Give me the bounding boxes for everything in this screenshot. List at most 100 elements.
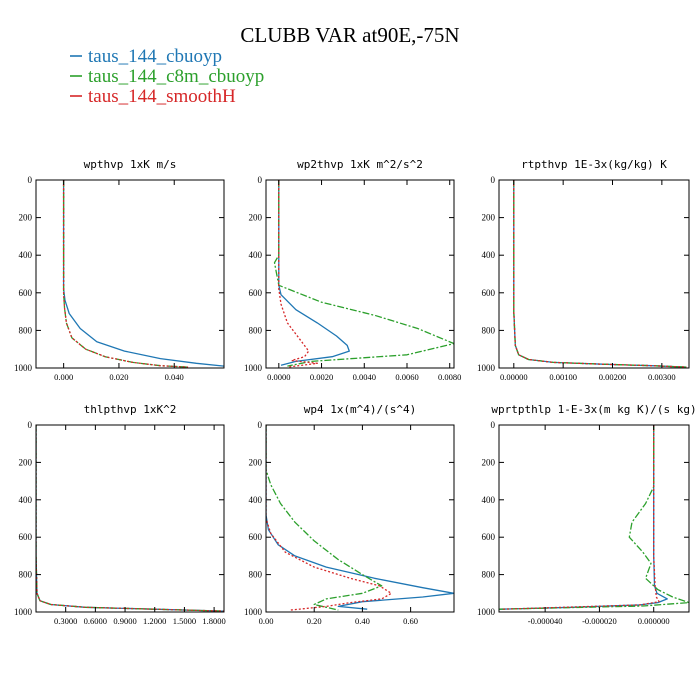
y-tick-label: 200 (482, 457, 496, 467)
plot-frame (35, 179, 225, 369)
y-tick-label: 200 (249, 457, 263, 467)
panel-title: wp4 1x(m^4)/(s^4) (304, 403, 417, 416)
x-tick-label: 0.9000 (113, 616, 136, 626)
y-tick-label: 1000 (14, 607, 33, 617)
y-tick-label: 0 (258, 420, 263, 430)
x-tick-label: -0.000040 (528, 616, 563, 626)
y-tick-label: 600 (249, 288, 263, 298)
x-tick-label: 0.000000 (638, 616, 670, 626)
series-line (513, 180, 687, 368)
series-line (36, 425, 224, 612)
series-line (278, 180, 318, 368)
x-tick-label: 0.40 (355, 616, 370, 626)
legend: taus_144_cbuoyp taus_144_c8m_cbuoyp taus… (70, 46, 264, 107)
y-tick-label: 200 (19, 213, 33, 223)
y-tick-label: 200 (249, 213, 263, 223)
plot-frame (265, 179, 455, 369)
figure-title: CLUBB VAR at90E,-75N (240, 23, 459, 47)
y-tick-label: 0 (491, 175, 496, 185)
x-tick-label: 0.00 (259, 616, 274, 626)
chart-panel: wp2thvp 1xK m^2/s^2 0 200 400 600 800 1000 0.00… (244, 158, 461, 382)
series-group (273, 180, 454, 368)
y-tick-label: 1000 (477, 607, 496, 617)
panel-title: wp2thvp 1xK m^2/s^2 (297, 158, 423, 171)
x-tick-label: 0.20 (307, 616, 322, 626)
y-tick-label: 800 (482, 570, 496, 580)
legend-item: taus_144_cbuoyp (70, 46, 222, 67)
y-tick-label: 400 (482, 495, 496, 505)
x-tick-label: 0.60 (403, 616, 418, 626)
chart-panel: wprtpthlp 1-E-3x(m kg K)/(s kg) 0 200 400 60… (477, 403, 697, 626)
plot-frame (265, 424, 455, 613)
panel-title: wprtpthlp 1-E-3x(m kg K)/(s kg) (491, 403, 696, 416)
plot-frame (498, 424, 690, 613)
y-tick-label: 400 (249, 495, 263, 505)
y-tick-label: 0 (28, 175, 33, 185)
x-tick-label: 0.0000 (267, 372, 290, 382)
x-tick-label: 1.2000 (143, 616, 166, 626)
series-group (266, 425, 454, 611)
x-tick-label: 0.0080 (438, 372, 461, 382)
y-tick-label: 1000 (14, 363, 33, 373)
series-line (513, 180, 687, 368)
y-tick-label: 600 (19, 288, 33, 298)
panel-title: rtpthvp 1E-3x(kg/kg) K (521, 158, 667, 171)
panel-title: thlpthvp 1xK^2 (84, 403, 177, 416)
y-tick-label: 0 (258, 175, 263, 185)
panel-title: wpthvp 1xK m/s (84, 158, 177, 171)
series-group (62, 180, 224, 368)
y-tick-label: 0 (28, 420, 33, 430)
y-tick-label: 800 (482, 325, 496, 335)
series-line (499, 425, 689, 610)
x-tick-label: 0.0040 (353, 372, 376, 382)
x-tick-label: 0.00000 (500, 372, 528, 382)
y-tick-label: 1000 (244, 363, 263, 373)
x-tick-label: 0.00100 (549, 372, 577, 382)
plot-frame (498, 179, 690, 369)
y-tick-label: 200 (19, 457, 33, 467)
legend-label: taus_144_cbuoyp (88, 46, 222, 67)
legend-item: taus_144_c8m_cbuoyp (70, 66, 264, 87)
plot-frame (35, 424, 225, 613)
y-tick-label: 800 (249, 325, 263, 335)
series-line (278, 180, 350, 366)
legend-item: taus_144_smoothH (70, 86, 236, 107)
chart-panel: thlpthvp 1xK^2 0 200 400 600 800 1000 0.3000 0.6… (14, 403, 226, 626)
x-tick-label: 0.3000 (54, 616, 77, 626)
x-tick-label: 1.8000 (202, 616, 225, 626)
series-line (501, 425, 660, 610)
y-tick-label: 800 (19, 570, 33, 580)
y-tick-label: 400 (19, 250, 33, 260)
y-tick-label: 600 (19, 532, 33, 542)
x-tick-label: 0.040 (165, 372, 184, 382)
series-line (273, 180, 454, 367)
y-tick-label: 400 (249, 250, 263, 260)
series-line (62, 180, 189, 368)
y-tick-label: 0 (491, 420, 496, 430)
x-tick-label: 1.5000 (173, 616, 196, 626)
y-tick-label: 1000 (477, 363, 496, 373)
chart-panel: rtpthvp 1E-3x(kg/kg) K 0 200 400 600 800 1000 0… (477, 158, 690, 382)
legend-label: taus_144_smoothH (88, 86, 236, 107)
series-group (513, 180, 687, 368)
series-line (266, 425, 383, 611)
x-tick-label: -0.000020 (582, 616, 617, 626)
y-tick-label: 400 (19, 495, 33, 505)
legend-label: taus_144_c8m_cbuoyp (88, 66, 264, 87)
x-tick-label: 0.000 (54, 372, 73, 382)
y-tick-label: 600 (482, 532, 496, 542)
x-tick-label: 0.020 (109, 372, 128, 382)
series-group (499, 425, 689, 610)
chart-panel: wpthvp 1xK m/s 0 200 400 600 800 1000 0.000 0.02… (14, 158, 225, 382)
y-tick-label: 1000 (244, 607, 263, 617)
x-tick-label: 0.0060 (395, 372, 418, 382)
y-tick-label: 600 (249, 532, 263, 542)
x-tick-label: 0.00200 (599, 372, 627, 382)
y-tick-label: 600 (482, 288, 496, 298)
y-tick-label: 200 (482, 213, 496, 223)
x-tick-label: 0.00300 (648, 372, 676, 382)
